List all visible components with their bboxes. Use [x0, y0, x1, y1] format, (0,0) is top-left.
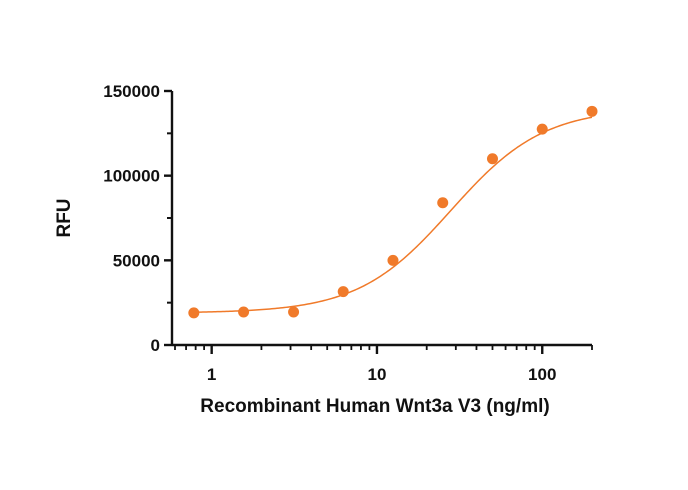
- y-axis-title: RFU: [54, 198, 75, 237]
- y-tick-label: 150000: [103, 82, 160, 101]
- x-tick-label: 10: [367, 365, 386, 384]
- data-point: [337, 286, 349, 298]
- fit-curve-layer: [193, 116, 593, 313]
- data-point: [238, 306, 250, 318]
- data-point: [437, 197, 449, 209]
- y-tick-label: 50000: [113, 251, 160, 270]
- x-tick-label: 100: [528, 365, 556, 384]
- axes: [170, 91, 592, 347]
- data-points: [188, 105, 598, 319]
- data-point: [586, 105, 598, 117]
- y-tick-label: 100000: [103, 167, 160, 186]
- data-point: [288, 306, 300, 318]
- data-point: [486, 153, 498, 165]
- x-axis-title: Recombinant Human Wnt3a V3 (ng/ml): [200, 396, 549, 417]
- data-point: [188, 307, 200, 319]
- tick-labels: 0 50000 100000 150000 1 10 100: [103, 82, 556, 384]
- x-tick-label: 1: [207, 365, 216, 384]
- tick-marks: [164, 89, 593, 354]
- data-point: [387, 254, 399, 266]
- y-tick-label: 0: [151, 336, 160, 355]
- fit-curve: [193, 116, 593, 313]
- data-point: [536, 123, 548, 135]
